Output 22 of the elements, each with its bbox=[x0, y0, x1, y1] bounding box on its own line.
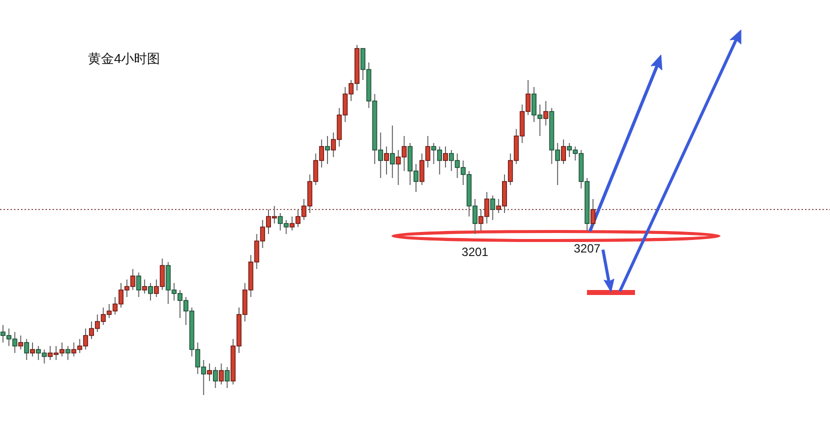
candlestick bbox=[136, 272, 142, 298]
candlestick bbox=[142, 279, 148, 294]
candlestick bbox=[24, 338, 30, 360]
candlestick bbox=[148, 282, 153, 301]
annotation: 3207 bbox=[574, 242, 601, 256]
candlestick bbox=[325, 136, 330, 164]
candlestick bbox=[218, 363, 224, 385]
candlestick bbox=[443, 146, 448, 168]
candlestick bbox=[590, 198, 596, 228]
candlestick bbox=[490, 195, 496, 220]
candlestick bbox=[224, 366, 230, 388]
candlestick bbox=[543, 100, 548, 126]
candlestick bbox=[207, 363, 212, 382]
candlestick bbox=[384, 146, 389, 175]
candlestick bbox=[561, 139, 566, 164]
candlestick bbox=[212, 366, 218, 388]
candlestick bbox=[18, 335, 24, 350]
annotation: 3201 bbox=[462, 245, 489, 259]
candlestick bbox=[390, 125, 395, 178]
text: 黄金4小时图 bbox=[88, 51, 160, 66]
candlestick bbox=[30, 342, 35, 357]
candlestick bbox=[65, 346, 70, 360]
